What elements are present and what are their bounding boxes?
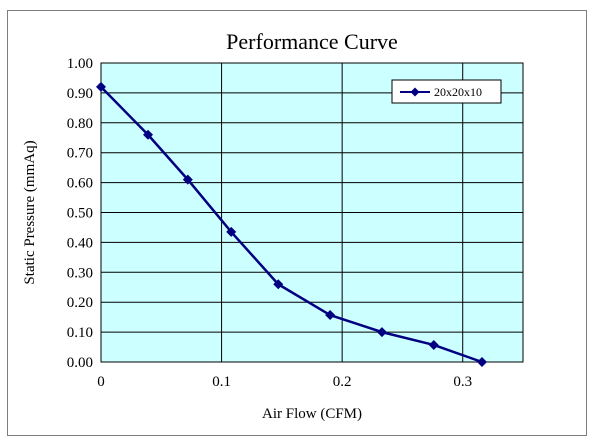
legend-box xyxy=(391,79,502,104)
data-point xyxy=(226,226,237,237)
data-point xyxy=(96,81,106,92)
y-tick-label: 0.30 xyxy=(67,265,93,281)
x-tick-label: 0.1 xyxy=(212,374,231,390)
chart-title: Performance Curve xyxy=(226,29,398,54)
y-tick-label: 0.60 xyxy=(67,176,93,192)
data-point xyxy=(325,310,336,321)
chart-area: 0.00 0.10 0.20 0.30 0.40 0.50 0.60 0.70 0.80 0.90… xyxy=(7,10,587,436)
legend-label: 20x20x10 xyxy=(434,85,482,99)
x-tick-label: 0.3 xyxy=(453,374,472,390)
y-tick-label: 0.40 xyxy=(67,235,93,251)
y-tick-label: 0.80 xyxy=(67,116,93,132)
y-tick-labels: 0.00 0.10 0.20 0.30 0.40 0.50 0.60 0.70 0.80 0.90… xyxy=(67,56,93,371)
data-point xyxy=(376,327,387,338)
data-point xyxy=(273,279,284,290)
y-axis-label: Static Pressure (mmAq) xyxy=(22,140,38,284)
x-tick-label: 0 xyxy=(97,374,105,390)
y-tick-label: 1.00 xyxy=(67,56,93,72)
x-tick-label: 0.2 xyxy=(333,374,352,390)
x-axis-label: Air Flow (CFM) xyxy=(262,406,362,422)
plot-border xyxy=(100,62,524,363)
data-point xyxy=(182,174,193,185)
data-point xyxy=(428,339,439,350)
x-tick-labels: 0 0.1 0.2 0.3 xyxy=(97,374,472,390)
data-point xyxy=(143,129,154,140)
y-tick-label: 0.00 xyxy=(67,355,93,371)
y-tick-label: 0.20 xyxy=(67,295,93,311)
y-tick-label: 0.70 xyxy=(67,146,93,162)
legend-marker xyxy=(410,87,420,97)
performance-curve-chart: 0.000.100.200.300.400.500.600.700.800.90… xyxy=(22,29,524,422)
y-tick-label: 0.50 xyxy=(67,206,93,222)
series-layer xyxy=(96,81,488,367)
data-point xyxy=(477,357,488,367)
y-tick-label: 0.90 xyxy=(67,86,93,102)
y-tick-label: 0.10 xyxy=(67,325,93,341)
legend: 20x20x10 xyxy=(391,79,502,104)
